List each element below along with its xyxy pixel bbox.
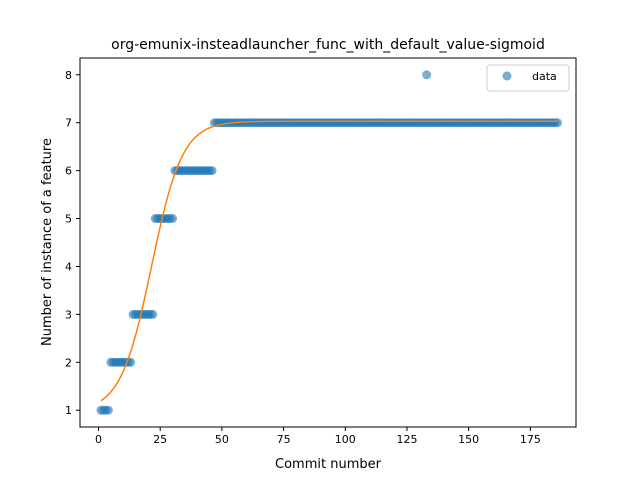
x-tick-label: 50	[215, 433, 229, 446]
data-point	[103, 405, 113, 415]
legend-marker	[502, 71, 512, 81]
x-tick-label: 25	[153, 433, 167, 446]
y-tick-label: 5	[65, 213, 72, 226]
legend: data	[486, 64, 570, 92]
data-point	[148, 309, 158, 319]
data-points	[96, 70, 562, 415]
x-axis-label: Commit number	[275, 457, 382, 472]
sigmoid-fit-line	[100, 120, 558, 402]
y-tick-label: 8	[65, 69, 72, 82]
data-point	[168, 214, 178, 224]
x-tick-label: 175	[520, 433, 541, 446]
y-tick-label: 2	[65, 356, 72, 369]
x-axis-ticks: 0 25 50 75 100 125 150 175	[95, 427, 541, 446]
x-tick-label: 125	[396, 433, 417, 446]
x-tick-label: 75	[277, 433, 291, 446]
x-tick-label: 0	[95, 433, 102, 446]
plot-frame	[79, 57, 577, 428]
y-axis-label: Number of instance of a feature	[40, 138, 55, 346]
x-tick-label: 100	[335, 433, 356, 446]
y-tick-label: 3	[65, 308, 72, 321]
data-point	[207, 166, 217, 176]
y-tick-label: 7	[65, 117, 72, 130]
y-tick-label: 4	[65, 260, 72, 273]
data-point	[552, 118, 562, 128]
chart-title: org-emunix-insteadlauncher_func_with_def…	[111, 37, 545, 53]
y-tick-label: 6	[65, 165, 72, 178]
y-axis-ticks: 1 2 3 4 5 6 7 8	[65, 69, 80, 417]
x-tick-label: 150	[458, 433, 479, 446]
legend-label: data	[532, 70, 557, 83]
data-point	[422, 70, 432, 80]
legend-box	[486, 64, 570, 92]
y-tick-label: 1	[65, 404, 72, 417]
